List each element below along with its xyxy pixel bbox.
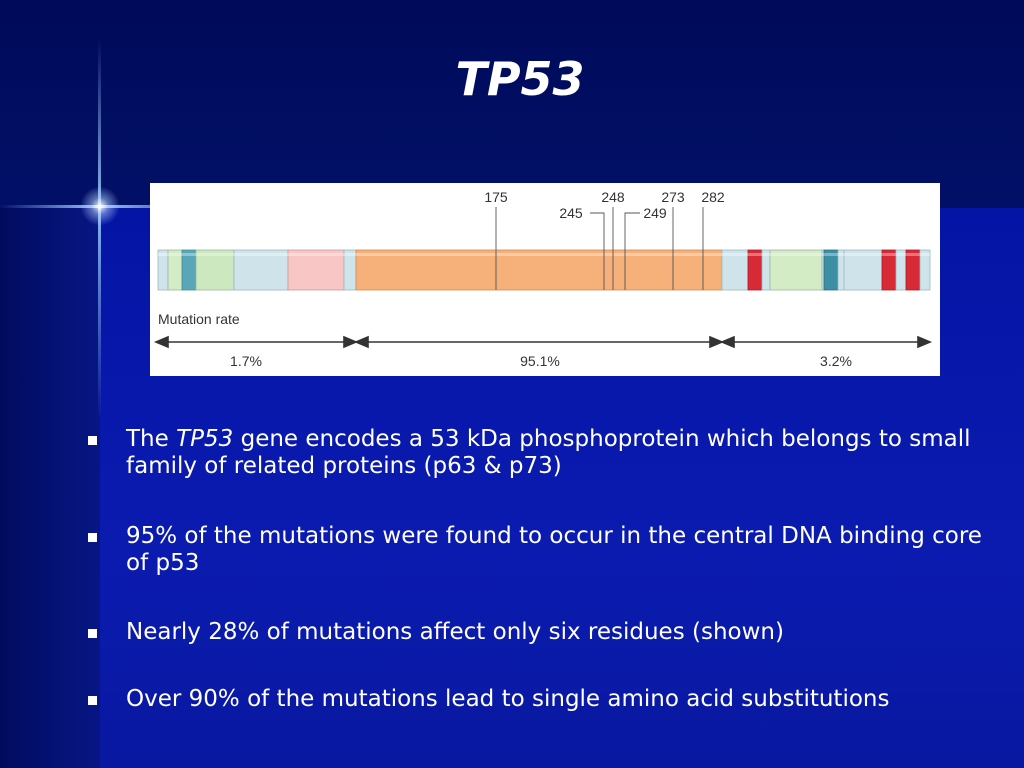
bullet-1-pre: The: [126, 426, 177, 452]
segment-light-blue-4: [721, 249, 749, 291]
bullet-3-text: Nearly 28% of mutations affect only six …: [126, 619, 784, 645]
segment-light-blue-end: [919, 249, 931, 291]
bullet-1-post: gene encodes a 53 kDa phosphoprotein whi…: [126, 426, 971, 479]
bullet-list: The TP53 gene encodes a 53 kDa phosphopr…: [88, 426, 988, 713]
tp53-domain-diagram: 175 245 248 249 273 282 Mutation rate 1.…: [153, 189, 933, 369]
bullet-item-1: The TP53 gene encodes a 53 kDa phosphopr…: [88, 426, 988, 480]
bullet-marker: [88, 436, 97, 445]
residue-markers: [495, 207, 704, 290]
background-left: [0, 208, 100, 768]
slide-title: TP53: [455, 52, 585, 106]
residue-label-249: 249: [643, 205, 667, 221]
bullet-item-2: 95% of the mutations were found to occur…: [88, 523, 988, 577]
bullet-item-3: Nearly 28% of mutations affect only six …: [88, 619, 988, 646]
segment-green-2: [195, 249, 235, 291]
segment-light-blue-2: [233, 249, 289, 291]
protein-bar: [157, 249, 931, 291]
background-top: [0, 0, 1024, 208]
light-flare-vertical: [98, 40, 101, 420]
marker-line-245: [590, 212, 605, 290]
segment-label-nterm: 1.7%: [230, 353, 262, 369]
bullet-item-4: Over 90% of the mutations lead to single…: [88, 686, 988, 713]
residue-label-245: 245: [559, 205, 583, 221]
mutation-rate-label: Mutation rate: [158, 311, 240, 327]
segment-label-core: 95.1%: [520, 353, 560, 369]
residue-label-248: 248: [601, 189, 625, 205]
segment-green-3: [769, 249, 823, 291]
segment-label-cterm: 3.2%: [820, 353, 852, 369]
segment-core: [355, 249, 723, 291]
segment-arrows: [153, 335, 933, 349]
segment-pink: [287, 249, 345, 291]
marker-line-249: [624, 212, 640, 290]
residue-label-282: 282: [701, 189, 725, 205]
bullet-2-text: 95% of the mutations were found to occur…: [126, 523, 982, 576]
light-flare-horizontal: [0, 205, 240, 208]
segment-light-blue-8: [843, 249, 883, 291]
bullet-1-gene-italic: TP53: [176, 426, 234, 452]
residue-label-273: 273: [661, 189, 685, 205]
bullet-marker: [88, 629, 97, 638]
residue-label-175: 175: [484, 189, 508, 205]
bullet-marker: [88, 533, 97, 542]
bullet-4-text: Over 90% of the mutations lead to single…: [126, 686, 890, 712]
tp53-domain-figure: 175 245 248 249 273 282 Mutation rate 1.…: [150, 183, 940, 376]
bullet-marker: [88, 696, 97, 705]
light-flare-glow: [80, 186, 120, 226]
